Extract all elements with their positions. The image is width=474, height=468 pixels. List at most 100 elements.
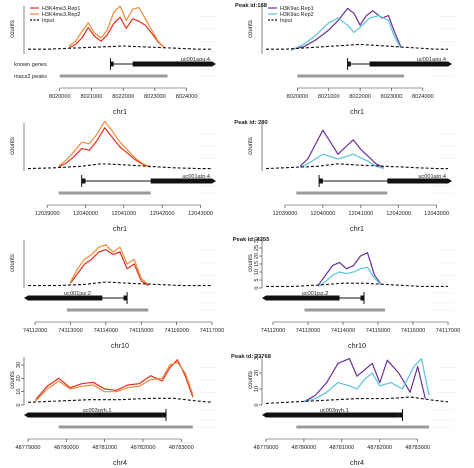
gene-exon [266, 295, 340, 301]
x-axis-chrom-label: chr1 [350, 107, 364, 116]
gene-arrow-icon [448, 61, 452, 67]
series-line-h3k4me3-rep1 [58, 127, 151, 168]
x-tick-label: 74112000 [261, 328, 285, 334]
y-axis-label: counts [10, 371, 16, 389]
gene-exon [347, 61, 351, 67]
x-tick-label: 12043000 [188, 211, 213, 217]
panel-1-0: counts Peak id: 280 uc001atn.4 12039000 1204… [10, 120, 268, 233]
gene-exon [360, 295, 364, 301]
x-tick-label: 74113000 [58, 328, 82, 334]
panel-1-1: counts uc001atn.4 12039000 12040000 12041000… [248, 123, 454, 233]
gene-arrow-icon [212, 178, 216, 184]
x-tick-label: 74116000 [164, 328, 188, 334]
gene-exon [398, 412, 403, 418]
series-line-input [266, 282, 448, 287]
x-axis-chrom-label: chr10 [111, 341, 129, 350]
gene-exon [369, 61, 448, 67]
x-tick-label: 8023000 [144, 94, 166, 100]
panel-2-1: counts 0 5 10 15 20 25 30 uc001jsz.2 74112000 7411… [248, 237, 460, 350]
y-tick-label: 30 [254, 354, 260, 360]
series-line-h3k4me3-rep2 [69, 244, 149, 285]
x-tick-label: 74115000 [129, 328, 153, 334]
macs2-peak-bar [58, 191, 151, 195]
track-label-macs2-peaks: macs2 peaks [14, 74, 47, 80]
x-tick-label: 8022000 [349, 94, 371, 100]
x-tick-label: 74114000 [94, 328, 118, 334]
y-axis-label: counts [10, 254, 16, 272]
gene-name: uc001atn.4 [418, 174, 446, 180]
series-line-h3k4me3-rep2 [68, 5, 165, 49]
gene-arrow-icon [448, 178, 452, 184]
x-tick-label: 8020000 [49, 94, 71, 100]
series-line-h3k9ac-rep2 [299, 153, 384, 170]
x-axis-chrom-label: chr10 [348, 341, 366, 350]
panel-3-1: counts 0 10 20 30 uc003gyh.1 48779000 48780000 4… [248, 354, 454, 467]
x-tick-label: 12042000 [386, 211, 411, 217]
macs2-peak-bar [304, 308, 385, 312]
x-tick-label: 8022000 [112, 94, 134, 100]
x-tick-label: 48780000 [291, 445, 316, 451]
x-tick-label: 74116000 [401, 328, 425, 334]
series-line-h3k9ac-rep2 [290, 15, 402, 51]
x-tick-label: 48779000 [254, 445, 279, 451]
legend-label: H3K4me3.Rep1 [42, 6, 80, 12]
gene-name: uc001jsz.2 [64, 291, 91, 297]
series-line-input [28, 281, 212, 287]
y-tick-label: 30 [254, 237, 260, 243]
macs2-peak-bar [66, 308, 149, 312]
series-line-h3k9ac-rep1 [303, 358, 426, 403]
x-tick-label: 48780000 [54, 445, 79, 451]
x-tick-label: 8021000 [318, 94, 340, 100]
series-line-h3k9ac-rep2 [303, 358, 430, 403]
x-tick-label: 12040000 [310, 211, 335, 217]
y-tick-label: 20 [254, 370, 260, 376]
macs2-peak-bar [58, 425, 193, 429]
x-axis-chrom-label: chr1 [113, 224, 127, 233]
x-tick-label: 12042000 [150, 211, 175, 217]
y-axis-label: counts [248, 254, 254, 272]
gene-exon [81, 178, 86, 184]
x-tick-label: 8020000 [286, 94, 308, 100]
y-axis-label: counts [248, 20, 254, 38]
legend-label: Input [42, 18, 54, 24]
peak-id-label: Peak id: 23768 [231, 354, 272, 360]
x-tick-label: 74112000 [23, 328, 47, 334]
gene-arrow-icon [212, 61, 216, 67]
peak-id-label: Peak id: 4355 [233, 237, 271, 243]
gene-exon [132, 61, 212, 67]
x-tick-label: 12041000 [348, 211, 373, 217]
series-line-h3k4me3-rep1 [68, 16, 165, 49]
y-tick-label: 20 [254, 253, 260, 259]
series-line-input [27, 163, 212, 170]
x-tick-label: 74117000 [200, 328, 224, 334]
track-label-known-genes: known genes [14, 62, 47, 68]
x-tick-label: 74115000 [366, 328, 390, 334]
gene-exon [123, 295, 128, 301]
y-axis-label: counts [248, 371, 254, 389]
y-tick-label: 15 [254, 261, 260, 267]
series-line-h3k9ac-rep1 [318, 252, 382, 286]
x-axis-chrom-label: chr1 [113, 107, 127, 116]
series-line-h3k9ac-rep1 [290, 7, 402, 50]
x-tick-label: 74113000 [296, 328, 320, 334]
peak-id-label: Peak id: 280 [234, 120, 268, 126]
y-tick-label: 0 [254, 286, 260, 289]
gene-name: uc003gyh.1 [320, 408, 349, 414]
series-line-input [266, 43, 448, 50]
series-line-h3k4me3-rep2 [58, 120, 151, 168]
gene-arrow-icon [24, 295, 28, 301]
series-line-h3k9ac-rep1 [299, 129, 384, 168]
x-tick-label: 48783000 [405, 445, 430, 451]
gene-arrow-icon [24, 412, 28, 418]
legend-label: H3K9ac.Rep1 [280, 6, 314, 12]
macs2-peak-bar [296, 425, 430, 429]
gene-name: uc001aou.4 [417, 57, 446, 63]
x-tick-label: 48782000 [367, 445, 392, 451]
y-tick-label: 10 [254, 269, 260, 275]
x-axis-chrom-label: chr4 [113, 458, 127, 467]
legend-label: H3K4me3.Rep2 [42, 12, 80, 18]
x-tick-label: 48781000 [92, 445, 117, 451]
